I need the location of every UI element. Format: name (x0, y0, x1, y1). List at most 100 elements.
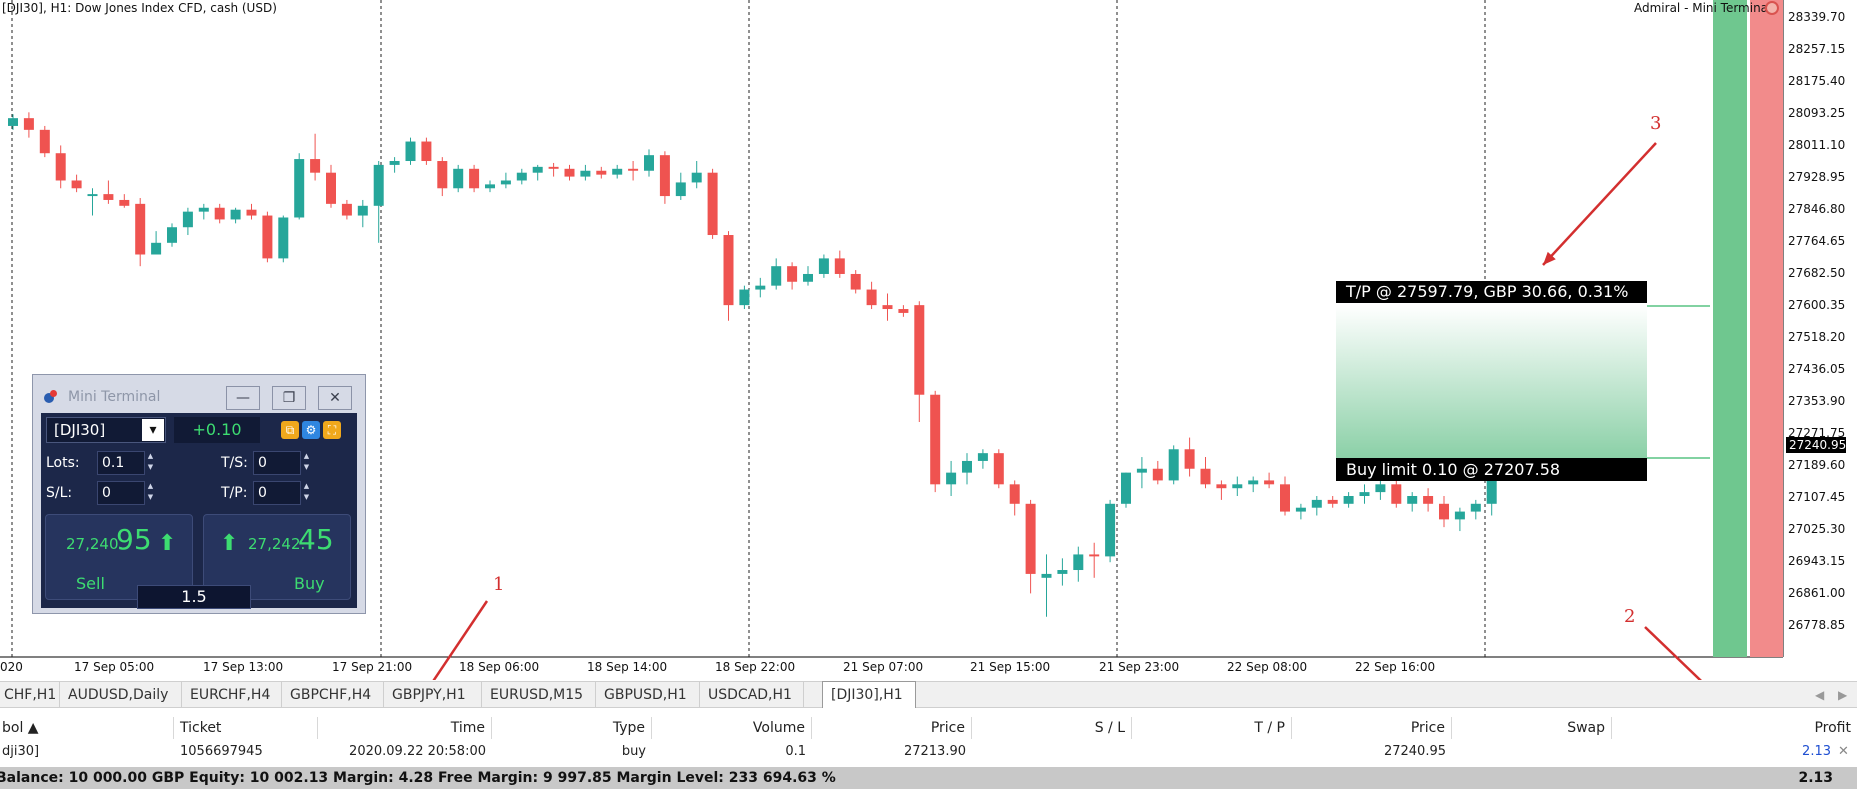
tab-usdcad-h1[interactable]: USDCAD,H1 (700, 682, 804, 708)
price-tick-label: 28011.10 (1788, 138, 1846, 152)
candle-body (373, 164, 384, 206)
time-tick-label: 21 Sep 23:00 (1099, 660, 1180, 674)
lots-stepper[interactable]: ▲ ▼ (147, 452, 154, 471)
tp-stepper[interactable]: ▲ ▼ (303, 482, 310, 501)
time-tick-label: 18 Sep 06:00 (459, 660, 540, 674)
ts-stepper[interactable]: ▲ ▼ (303, 452, 310, 471)
price-tick-label: 27600.35 (1788, 298, 1846, 312)
candle-body (1152, 468, 1163, 481)
time-tick-label: 22 Sep 16:00 (1355, 660, 1436, 674)
expand-icon[interactable]: ⛶ (323, 421, 341, 439)
candle-body (500, 180, 511, 185)
close-button[interactable]: ✕ (318, 386, 352, 410)
ts-label: T/S: (221, 455, 248, 471)
candle-body (453, 168, 464, 189)
header-current-price[interactable]: Price (1292, 717, 1452, 739)
candle-body (1136, 468, 1147, 473)
header-profit[interactable]: Profit (1814, 720, 1851, 736)
candle-body (755, 285, 766, 290)
minimize-button[interactable]: — (226, 386, 260, 410)
candle-body (103, 194, 114, 200)
header-symbol-label: bol (2, 720, 24, 736)
candle-body (230, 209, 241, 220)
tp-input[interactable]: 0 (253, 481, 301, 505)
tab-eurchf-h4[interactable]: EURCHF,H4 (182, 682, 282, 708)
candle-body (691, 172, 702, 183)
table-row[interactable]: dji30] 1056697945 2020.09.22 20:58:00 bu… (0, 741, 1857, 763)
candle-body (548, 166, 559, 169)
tab-chfh1[interactable]: CHF,H1 (0, 682, 60, 708)
scroll-left-icon[interactable]: ◀ (1815, 688, 1825, 702)
candle-body (1311, 499, 1322, 508)
arrow-up-icon: ⬆ (158, 531, 177, 556)
header-price[interactable]: Price (812, 717, 972, 739)
scroll-right-icon[interactable]: ▶ (1838, 688, 1848, 702)
candle-body (310, 159, 321, 173)
close-position-icon[interactable]: ✕ (1838, 744, 1849, 759)
tab-gbpusd-h1[interactable]: GBPUSD,H1 (596, 682, 700, 708)
lots-input[interactable]: 0.1 (97, 451, 145, 475)
symbol-select[interactable]: [DJI30] ▾ (46, 417, 166, 443)
header-symbol[interactable]: bol ▲ (0, 717, 174, 739)
price-tick-label: 27025.30 (1788, 522, 1846, 536)
maximize-button[interactable]: ❐ (272, 386, 306, 410)
candle-body (87, 194, 98, 197)
candle-body (1089, 554, 1100, 557)
cell-sl (972, 741, 1132, 763)
candle-body (437, 161, 448, 189)
header-tp[interactable]: T / P (1132, 717, 1292, 739)
mini-terminal-panel[interactable]: Mini Terminal — ❐ ✕ [DJI30] ▾ +0.10 ⧉ ⚙ … (32, 374, 366, 614)
sl-stepper[interactable]: ▲ ▼ (147, 482, 154, 501)
take-profit-label[interactable]: T/P @ 27597.79, GBP 30.66, 0.31% (1336, 281, 1647, 303)
account-summary-text: Balance: 10 000.00 GBP Equity: 10 002.13… (0, 770, 836, 786)
candle-body (532, 166, 543, 173)
cell-symbol: dji30] (2, 744, 40, 759)
header-swap[interactable]: Swap (1452, 717, 1612, 739)
time-tick-label: 020 (0, 660, 23, 674)
candle-body (1168, 449, 1179, 481)
candle-body (596, 170, 607, 175)
chevron-down-icon[interactable]: ▾ (142, 419, 164, 441)
price-tick-label: 27764.65 (1788, 234, 1846, 248)
candle-body (1470, 503, 1481, 512)
header-type[interactable]: Type (492, 717, 652, 739)
candle-body (151, 242, 162, 255)
candle-body (214, 207, 225, 220)
header-volume[interactable]: Volume (652, 717, 812, 739)
arrow-up-icon: ⬆ (220, 531, 239, 556)
candle-body (1391, 484, 1402, 504)
sl-input[interactable]: 0 (97, 481, 145, 505)
header-ticket[interactable]: Ticket (174, 717, 318, 739)
trade-table-header: bol ▲ Ticket Time Type Volume Price S / … (0, 717, 1857, 739)
buy-limit-label[interactable]: Buy limit 0.10 @ 27207.58 (1336, 458, 1647, 481)
copy-icon[interactable]: ⧉ (281, 421, 299, 439)
price-tick-label: 28175.40 (1788, 74, 1846, 88)
candle-body (1057, 570, 1068, 574)
candle-body (866, 289, 877, 306)
tab-gbpchf-h4[interactable]: GBPCHF,H4 (282, 682, 384, 708)
candle-body (1200, 468, 1211, 485)
sl-label: S/L: (46, 485, 73, 501)
tab-gbpjpy-h1[interactable]: GBPJPY,H1 (384, 682, 482, 708)
header-time[interactable]: Time (318, 717, 492, 739)
candle-body (1486, 476, 1497, 504)
tab-audusd-daily[interactable]: AUDUSD,Daily (60, 682, 182, 708)
candle-body (485, 184, 495, 189)
candle-body (977, 453, 988, 461)
volume-input[interactable]: 1.5 (137, 585, 251, 609)
cell-current-price: 27240.95 (1383, 744, 1446, 759)
settings-gear-icon[interactable]: ⚙ (302, 421, 320, 439)
candle-body (850, 273, 861, 290)
cell-swap (1452, 741, 1612, 763)
time-tick-label: 21 Sep 15:00 (970, 660, 1051, 674)
tab-dji30-h1[interactable]: [DJI30],H1 (822, 681, 916, 708)
candle-body (1359, 492, 1370, 497)
ts-input[interactable]: 0 (253, 451, 301, 475)
tab-eurusd-m15[interactable]: EURUSD,M15 (482, 682, 596, 708)
time-tick-label: 18 Sep 14:00 (587, 660, 668, 674)
header-sl[interactable]: S / L (972, 717, 1132, 739)
candle-body (1439, 503, 1449, 520)
candle-body (1232, 484, 1243, 489)
candle-body (405, 141, 416, 162)
